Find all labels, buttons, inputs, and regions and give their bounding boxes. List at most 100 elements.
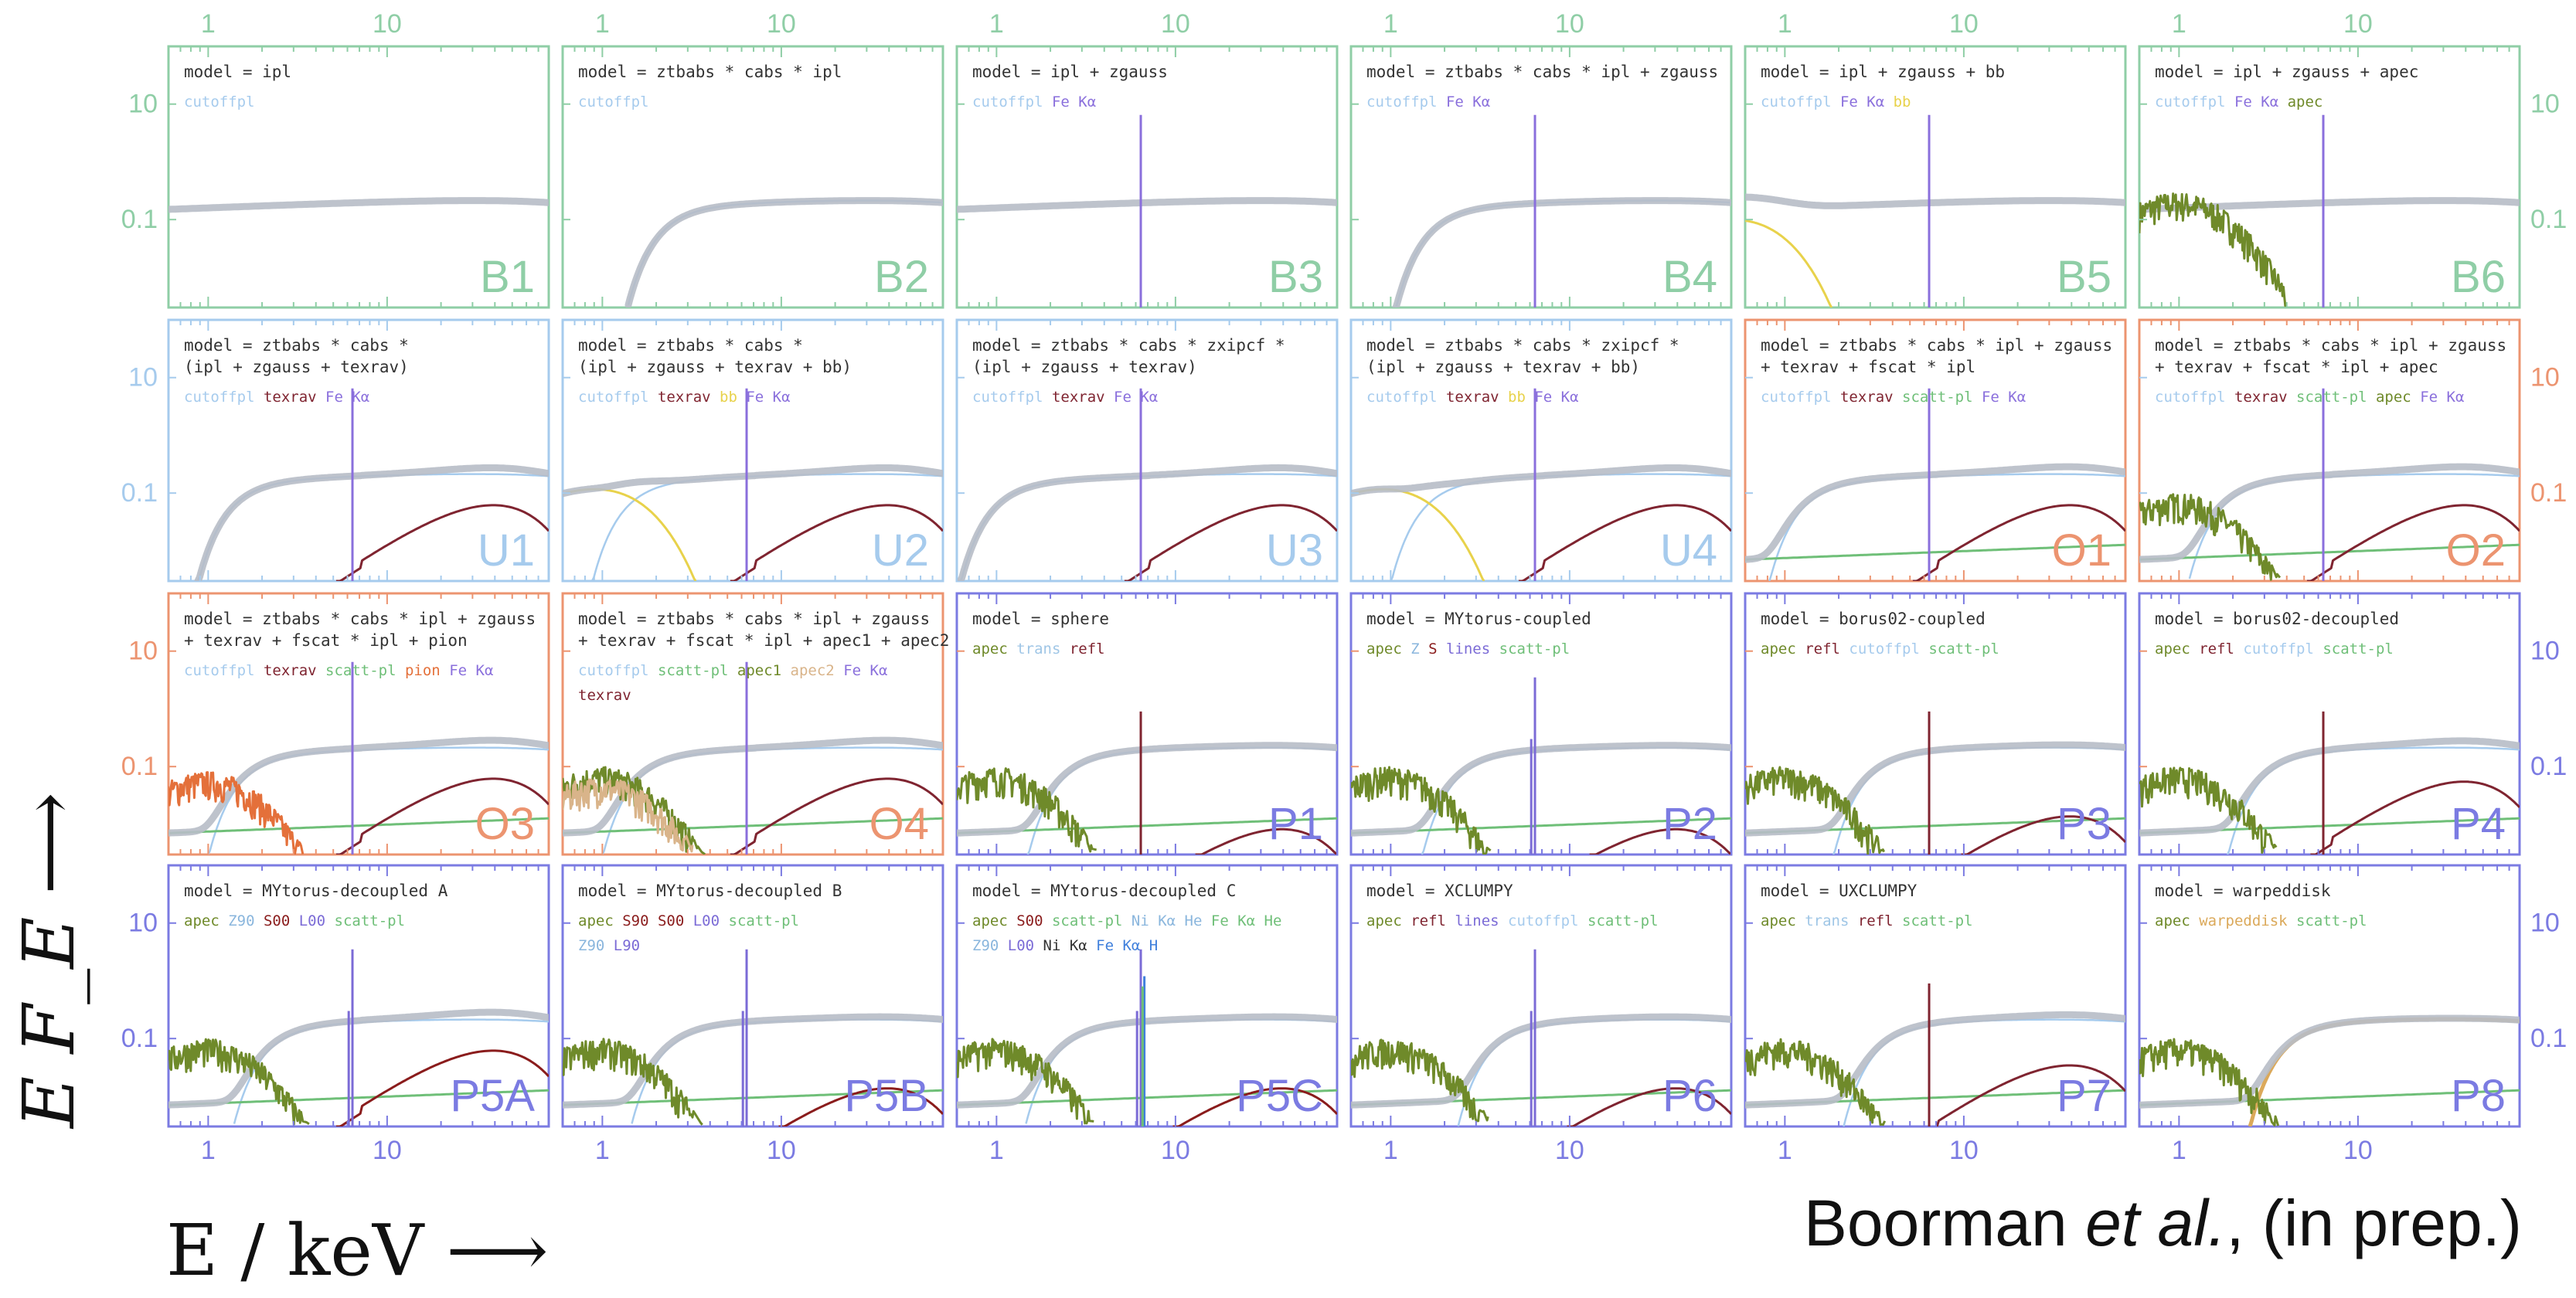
total-model-curve	[1392, 197, 1731, 308]
panel-label: B6	[2451, 252, 2506, 302]
panel-label: U3	[1266, 525, 1323, 576]
total-model-curve	[1351, 742, 1731, 837]
panel-ticks	[168, 593, 550, 855]
panel-plot	[563, 661, 943, 855]
panel-label: P1	[1268, 799, 1323, 849]
panel-plot	[1351, 677, 1731, 855]
y-tick-label-right: 10	[2530, 90, 2560, 119]
panel-label: O1	[2052, 525, 2112, 576]
legend-entry: scatt-pl	[1579, 912, 1659, 929]
panel-plot	[168, 661, 549, 855]
legend-entry: apec	[1761, 641, 1796, 657]
legend-row: cutoffpl texrav bb Fe Kα	[578, 389, 791, 406]
legend-entry: cutoffpl	[184, 93, 255, 110]
panel-ticks	[168, 865, 550, 1126]
texrav-curve	[778, 1087, 943, 1126]
panel-b2: model = ztbabs * cabs * ipl cutoffpl B2	[561, 45, 944, 309]
legend-entry: scatt-pl	[1894, 912, 1973, 929]
legend-entry: apec	[578, 912, 614, 929]
panel-plot	[1745, 388, 2125, 581]
credit-etal: et al.	[2085, 1187, 2227, 1259]
legend-entry: texrav	[255, 662, 317, 679]
panel-ticks	[1744, 320, 2126, 581]
panel-frame	[167, 864, 550, 1128]
apec-curve	[1351, 1038, 1489, 1123]
panel-plot	[2139, 114, 2520, 308]
panel-annotation: model = ztbabs * cabs * (ipl + zgauss + t…	[578, 336, 852, 406]
legend-entry: apec	[972, 641, 1008, 657]
panel-label: P2	[1662, 799, 1717, 849]
legend-entry: apec	[1366, 912, 1402, 929]
legend-entry: texrav	[578, 687, 631, 704]
panel-label: P6	[1662, 1071, 1717, 1121]
model-text: + texrav + fscat * ipl + pion	[184, 631, 468, 650]
x-tick-label-top: 10	[373, 9, 402, 39]
legend-entry: Fe Kα	[1043, 93, 1097, 110]
x-tick-label-top: 1	[201, 9, 216, 39]
model-text: (ipl + zgauss + texrav + bb)	[1366, 358, 1640, 376]
y-tick-label-right: 10	[2530, 909, 2560, 938]
legend-entry: apec2	[781, 662, 835, 679]
panel-plot	[168, 197, 549, 213]
legend-entry: S90	[614, 912, 649, 929]
x-tick-label-bottom: 10	[373, 1136, 402, 1165]
panel-u4: model = ztbabs * cabs * zxipcf * (ipl + z…	[1349, 318, 1733, 583]
total-model-curve	[1351, 1013, 1731, 1109]
legend-entry: S00	[255, 912, 291, 929]
panel-label: P4	[2451, 799, 2506, 849]
legend-entry: apec	[1761, 912, 1796, 929]
panel-frame	[167, 45, 550, 309]
legend-row: cutoffpl texrav scatt-pl pion Fe Kα	[184, 662, 493, 679]
model-text: model = borus02-coupled	[1761, 610, 1986, 628]
x-tick-label-bottom: 10	[1949, 1136, 1979, 1165]
total-model-curve	[1745, 193, 2125, 209]
total-model-curve	[563, 1013, 943, 1109]
legend-entry: cutoffpl	[1366, 389, 1438, 406]
legend-entry: texrav	[1832, 389, 1894, 406]
panel-annotation: model = MYtorus-coupled apec Z S lines sc…	[1366, 610, 1591, 657]
panel-label: B5	[2057, 252, 2112, 302]
panel-p6: model = XCLUMPY apec refl lines cutoffpl …	[1349, 864, 1733, 1128]
legend-entry: refl	[2190, 641, 2234, 657]
panel-ticks	[168, 320, 550, 581]
legend-entry: lines	[1446, 912, 1499, 929]
apec-curve	[168, 1038, 310, 1126]
legend-entry: texrav	[1438, 389, 1499, 406]
panel-annotation: model = MYtorus-decoupled C apec S00 scat…	[972, 882, 1281, 954]
model-text: model = ztbabs * cabs * zxipcf *	[972, 336, 1285, 355]
model-text: (ipl + zgauss + texrav)	[184, 358, 409, 376]
panel-annotation: model = ztbabs * cabs * ipl + zgauss cuto…	[1366, 63, 1718, 110]
panel-ticks	[562, 593, 944, 855]
panel-label: B4	[1662, 252, 1717, 302]
total-model-curve	[957, 742, 1337, 837]
panel-annotation: model = sphere apec trans refl	[972, 610, 1109, 657]
x-tick-label-top: 10	[767, 9, 796, 39]
legend-row: cutoffpl Fe Kα bb	[1761, 93, 1911, 110]
y-tick-label-left: 0.1	[121, 205, 158, 234]
texrav-curve	[2306, 504, 2520, 581]
panel-frame	[561, 592, 944, 856]
legend-entry: Fe Kα	[2411, 389, 2465, 406]
total-model-curve	[2139, 737, 2520, 837]
panel-annotation: model = UXCLUMPY apec trans refl scatt-pl	[1761, 882, 1973, 929]
panel-label: P7	[2057, 1071, 2112, 1121]
texrav-curve	[335, 777, 549, 855]
legend-entry: apec	[2278, 93, 2322, 110]
y-tick-label-left: 10	[128, 909, 158, 938]
legend-entry: trans	[1796, 912, 1849, 929]
texrav-curve	[2310, 780, 2520, 855]
panel-ticks	[956, 865, 1338, 1126]
panel-plot	[1392, 114, 1731, 308]
panel-frame	[167, 318, 550, 583]
panel-label: P8	[2451, 1071, 2506, 1121]
panel-label: O4	[869, 799, 929, 849]
legend-row: Z90 L00 Ni Kα Fe Kα H	[972, 937, 1158, 954]
model-text: + texrav + fscat * ipl	[1761, 358, 1975, 376]
panel-annotation: model = MYtorus-decoupled A apec Z90 S00 …	[184, 882, 448, 929]
credit-rest: , (in prep.)	[2226, 1187, 2522, 1259]
texrav-curve	[1589, 827, 1731, 855]
apec-curve	[1745, 766, 1885, 855]
legend-entry: texrav	[255, 389, 317, 406]
panel-plot	[957, 711, 1337, 855]
model-text: model = ipl + zgauss + bb	[1761, 63, 2005, 81]
